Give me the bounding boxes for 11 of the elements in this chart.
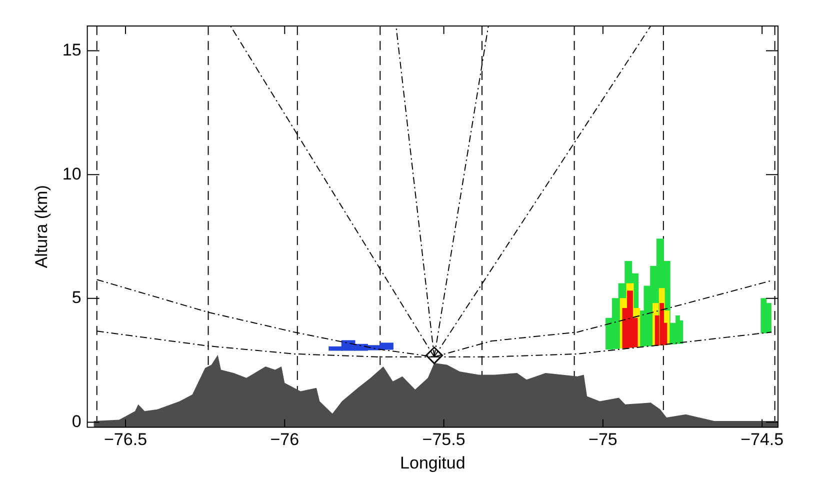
y-tick-label: 15 — [62, 40, 82, 60]
x-tick-label: −75 — [588, 430, 618, 450]
y-tick-label: 0 — [72, 412, 82, 431]
y-axis-title: Altura (km) — [32, 185, 51, 268]
x-tick-label: −74.5 — [740, 430, 784, 450]
y-tick-label: 10 — [62, 164, 82, 184]
x-tick-label: −76 — [270, 430, 300, 450]
x-tick-label: −76.5 — [104, 430, 148, 450]
y-tick-label: 5 — [72, 288, 82, 308]
x-axis-title: Longitud — [400, 453, 466, 472]
x-tick-label: −75.5 — [422, 430, 466, 450]
